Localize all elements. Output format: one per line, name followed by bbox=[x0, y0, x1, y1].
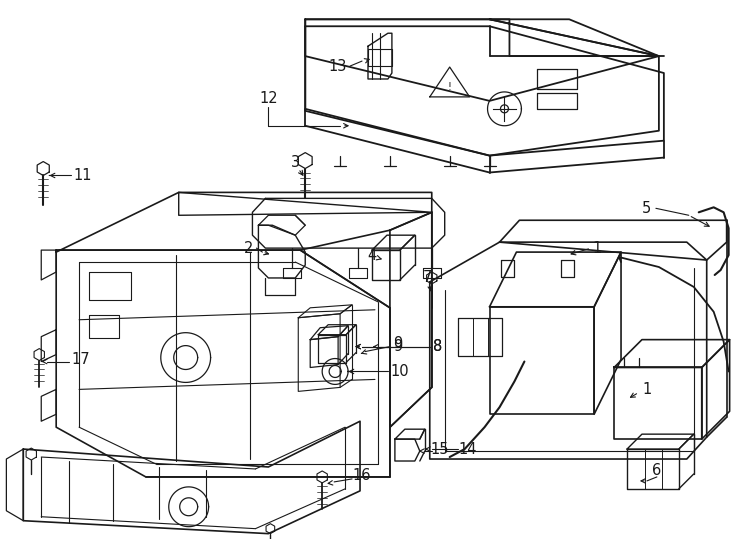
Text: 16: 16 bbox=[353, 468, 371, 483]
Text: 10: 10 bbox=[390, 364, 409, 379]
Text: 8: 8 bbox=[433, 339, 443, 354]
Text: 17: 17 bbox=[72, 352, 90, 367]
Text: 8: 8 bbox=[433, 339, 443, 354]
Text: 4: 4 bbox=[367, 247, 377, 262]
Text: 14: 14 bbox=[458, 442, 477, 457]
Text: 2: 2 bbox=[244, 241, 253, 255]
Text: 13: 13 bbox=[329, 58, 347, 73]
Text: 11: 11 bbox=[74, 168, 92, 183]
Text: 15: 15 bbox=[430, 442, 449, 457]
Text: 3: 3 bbox=[291, 155, 299, 170]
Text: 1: 1 bbox=[642, 382, 652, 397]
Text: !: ! bbox=[448, 82, 451, 92]
Text: 1: 1 bbox=[592, 241, 602, 255]
Text: 12: 12 bbox=[259, 91, 277, 106]
Text: 9: 9 bbox=[393, 339, 402, 354]
Text: 6: 6 bbox=[653, 463, 661, 478]
Text: 9: 9 bbox=[393, 336, 402, 351]
Text: 5: 5 bbox=[642, 201, 652, 216]
Text: 7: 7 bbox=[423, 271, 432, 286]
